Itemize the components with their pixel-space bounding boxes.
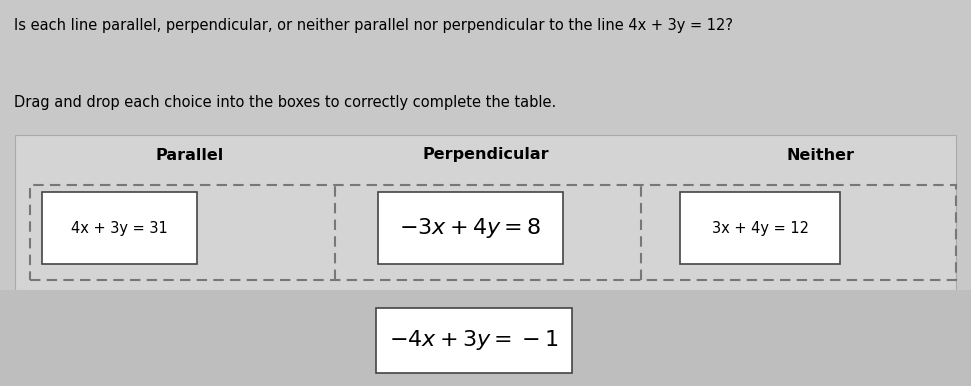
Text: 3x + 4y = 12: 3x + 4y = 12 [712, 220, 809, 235]
FancyBboxPatch shape [0, 290, 971, 386]
FancyBboxPatch shape [376, 308, 572, 373]
FancyBboxPatch shape [378, 192, 563, 264]
Text: 4x + 3y = 31: 4x + 3y = 31 [71, 220, 168, 235]
Text: Drag and drop each choice into the boxes to correctly complete the table.: Drag and drop each choice into the boxes… [14, 95, 556, 110]
Text: $-3x + 4y = 8$: $-3x + 4y = 8$ [399, 216, 542, 240]
Text: Is each line parallel, perpendicular, or neither parallel nor perpendicular to t: Is each line parallel, perpendicular, or… [14, 18, 733, 33]
Text: $-4x + 3y = -1$: $-4x + 3y = -1$ [389, 328, 558, 352]
FancyBboxPatch shape [680, 192, 840, 264]
FancyBboxPatch shape [42, 192, 197, 264]
Text: Perpendicular: Perpendicular [422, 147, 549, 163]
Text: Neither: Neither [787, 147, 854, 163]
FancyBboxPatch shape [15, 135, 956, 290]
Text: Parallel: Parallel [155, 147, 223, 163]
